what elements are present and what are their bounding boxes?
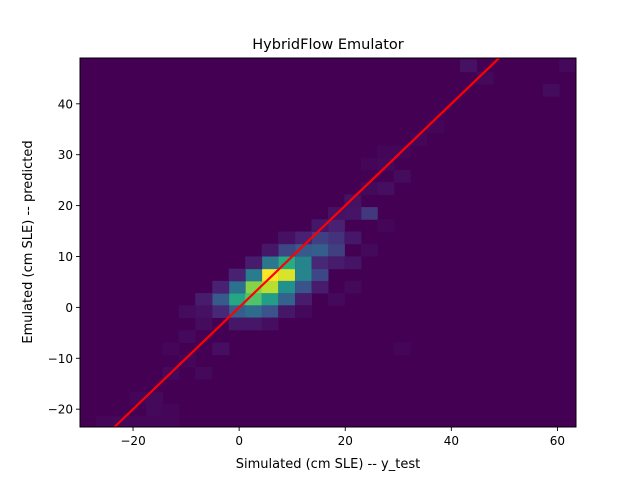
heatmap-cell [410,133,428,146]
heatmap-cell [327,243,345,257]
heatmap-cell [327,219,345,232]
heatmap-cell [96,416,114,427]
heatmap-cell [178,354,196,368]
heatmap-cell [295,256,313,270]
heatmap-cell [311,256,329,270]
heatmap-cell [377,145,395,159]
heatmap-cell [344,256,362,270]
x-axis-ticks: −20 0 20 40 60 [120,427,565,448]
x-tick-label: 60 [550,434,565,448]
plot-frame [79,57,577,428]
x-tick-label: 20 [338,434,353,448]
heatmap-cell [245,256,263,270]
heatmap-cell [344,207,362,220]
heatmap-cell [542,83,560,97]
heatmap-cell [162,404,180,417]
heatmap-cell [195,366,213,380]
heatmap-cell [427,120,445,134]
y-tick-label: 40 [58,97,73,111]
heatmap-cell [295,268,313,282]
heatmap-cell [295,305,313,319]
heatmap-cell [245,305,263,319]
x-tick-label: −20 [120,434,145,448]
heatmap-cell [212,293,230,306]
heatmap-cell [278,305,296,319]
heatmap-cell [195,293,213,306]
heatmap-cell [228,268,246,282]
heatmap-cell [344,231,362,245]
heatmap-cell [278,268,296,282]
y-tick-label: 0 [65,301,73,315]
heatmap-cell [311,243,329,257]
heatmap-cell [278,243,296,257]
heatmap-cell [344,280,362,294]
heatmap-cell [261,293,279,306]
identity-fit-line [112,58,501,427]
heatmap-cell [261,256,279,270]
heatmap-cell [146,404,163,417]
x-tick-label: 0 [235,434,243,448]
heatmap-cell [129,416,147,427]
heatmap-cell [261,305,279,319]
heatmap-cell [393,169,411,183]
heatmap-cell [327,293,345,306]
heatmap-cell [311,280,329,294]
heatmap-cell [162,342,180,356]
heatmap-cell [360,157,378,171]
x-tick-label: 40 [444,434,459,448]
heatmap-cell [212,305,230,319]
y-axis-label: Emulated (cm SLE) -- predicted [21,140,36,343]
heatmap-cell [228,305,246,319]
heatmap-cell [295,280,313,294]
heatmap-cell [295,231,313,245]
heatmap-cell [377,219,395,232]
heatmap-cell [278,293,296,306]
heatmap-cell [460,59,477,73]
heatmap-cell [228,317,246,331]
heatmap-cells [96,59,576,427]
heatmap-cell [228,293,246,306]
heatmap-cell [261,317,279,331]
y-tick-label: 30 [58,148,73,162]
heatmap-cell [360,243,378,257]
heatmap-cell [327,256,345,270]
heatmap-cell [261,268,279,282]
heatmap-cell [212,280,230,294]
heatmap-cell [559,59,576,73]
heatmap-cell [261,243,279,257]
heatmap-cell [195,305,213,319]
x-axis-label: Simulated (cm SLE) -- y_test [236,457,420,472]
heatmap-cell [344,194,362,208]
heatmap-cell [377,182,395,195]
heatmap-cell [178,305,196,319]
heatmap-cell [377,157,395,171]
heatmap-cell [295,243,313,257]
y-tick-label: 20 [58,199,73,213]
heatmap-cell [212,342,230,356]
heatmap-cell [360,207,378,220]
y-tick-label: 10 [58,250,73,264]
y-tick-label: −20 [48,403,73,417]
heatmap-cell [393,342,411,356]
heatmap-cell [327,231,345,245]
heatmap-cell [195,317,213,331]
heatmap-cell [311,268,329,282]
heatmap-cell [278,280,296,294]
heatmap-cell [146,391,163,405]
heatmap-cell [261,280,279,294]
heatmap-cell [146,416,163,427]
heatmap-cell [278,231,296,245]
heatmap-cell [245,268,263,282]
chart-title: HybridFlow Emulator [252,37,404,53]
heatmap-cell [245,317,263,331]
y-axis-ticks: −20 −10 0 10 20 30 40 [48,97,80,417]
heatmap-cell [162,416,180,427]
heatmap-cell [311,231,329,245]
heatmap-cell [311,219,329,232]
heatmap-cell [228,280,246,294]
y-tick-label: −10 [48,352,73,366]
heatmap-cell [178,330,196,343]
heatmap-cell [295,293,313,306]
